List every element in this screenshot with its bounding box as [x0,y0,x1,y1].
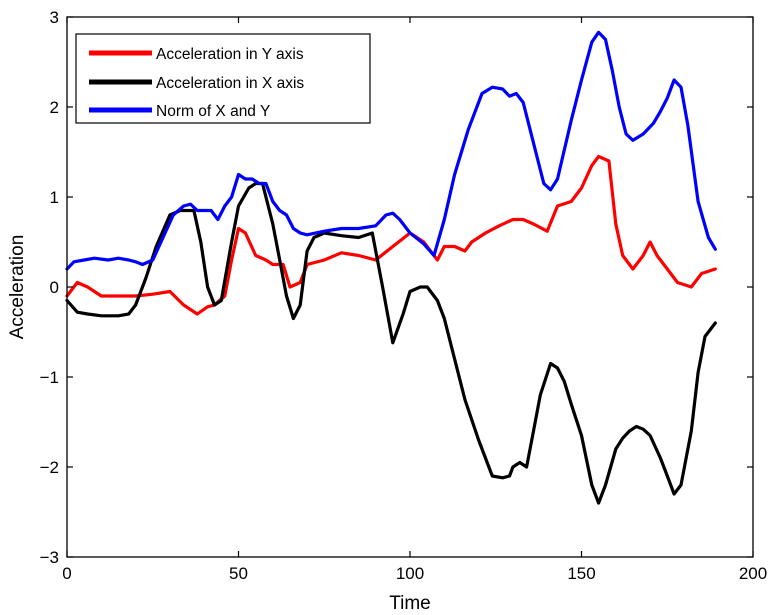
x-axis-label: Time [389,593,431,614]
x-tick-label: 0 [62,564,71,583]
y-tick-label: −2 [40,458,59,477]
x-axis-ticks: 0 50 100 150 200 [62,17,767,583]
series-line-1 [65,181,717,505]
legend-label-x-axis: Acceleration in X axis [156,75,304,92]
x-tick-label: 150 [567,564,595,583]
x-tick-label: 100 [396,564,424,583]
legend: Acceleration in Y axis Acceleration in X… [75,33,371,124]
y-tick-label: 3 [50,8,59,27]
y-tick-label: 0 [50,278,59,297]
series-line-2 [65,30,717,271]
series-layer [65,30,717,505]
y-tick-label: −1 [40,368,59,387]
y-tick-label: 1 [50,188,59,207]
legend-label-norm: Norm of X and Y [156,103,270,120]
y-axis-ticks: −3 −2 −1 0 1 2 3 [40,8,753,567]
legend-label-y-axis: Acceleration in Y axis [156,46,304,63]
y-tick-label: 2 [50,98,59,117]
y-axis-label: Acceleration [7,235,28,340]
y-tick-label: −3 [40,548,59,567]
x-tick-label: 50 [229,564,248,583]
x-tick-label: 200 [739,564,767,583]
